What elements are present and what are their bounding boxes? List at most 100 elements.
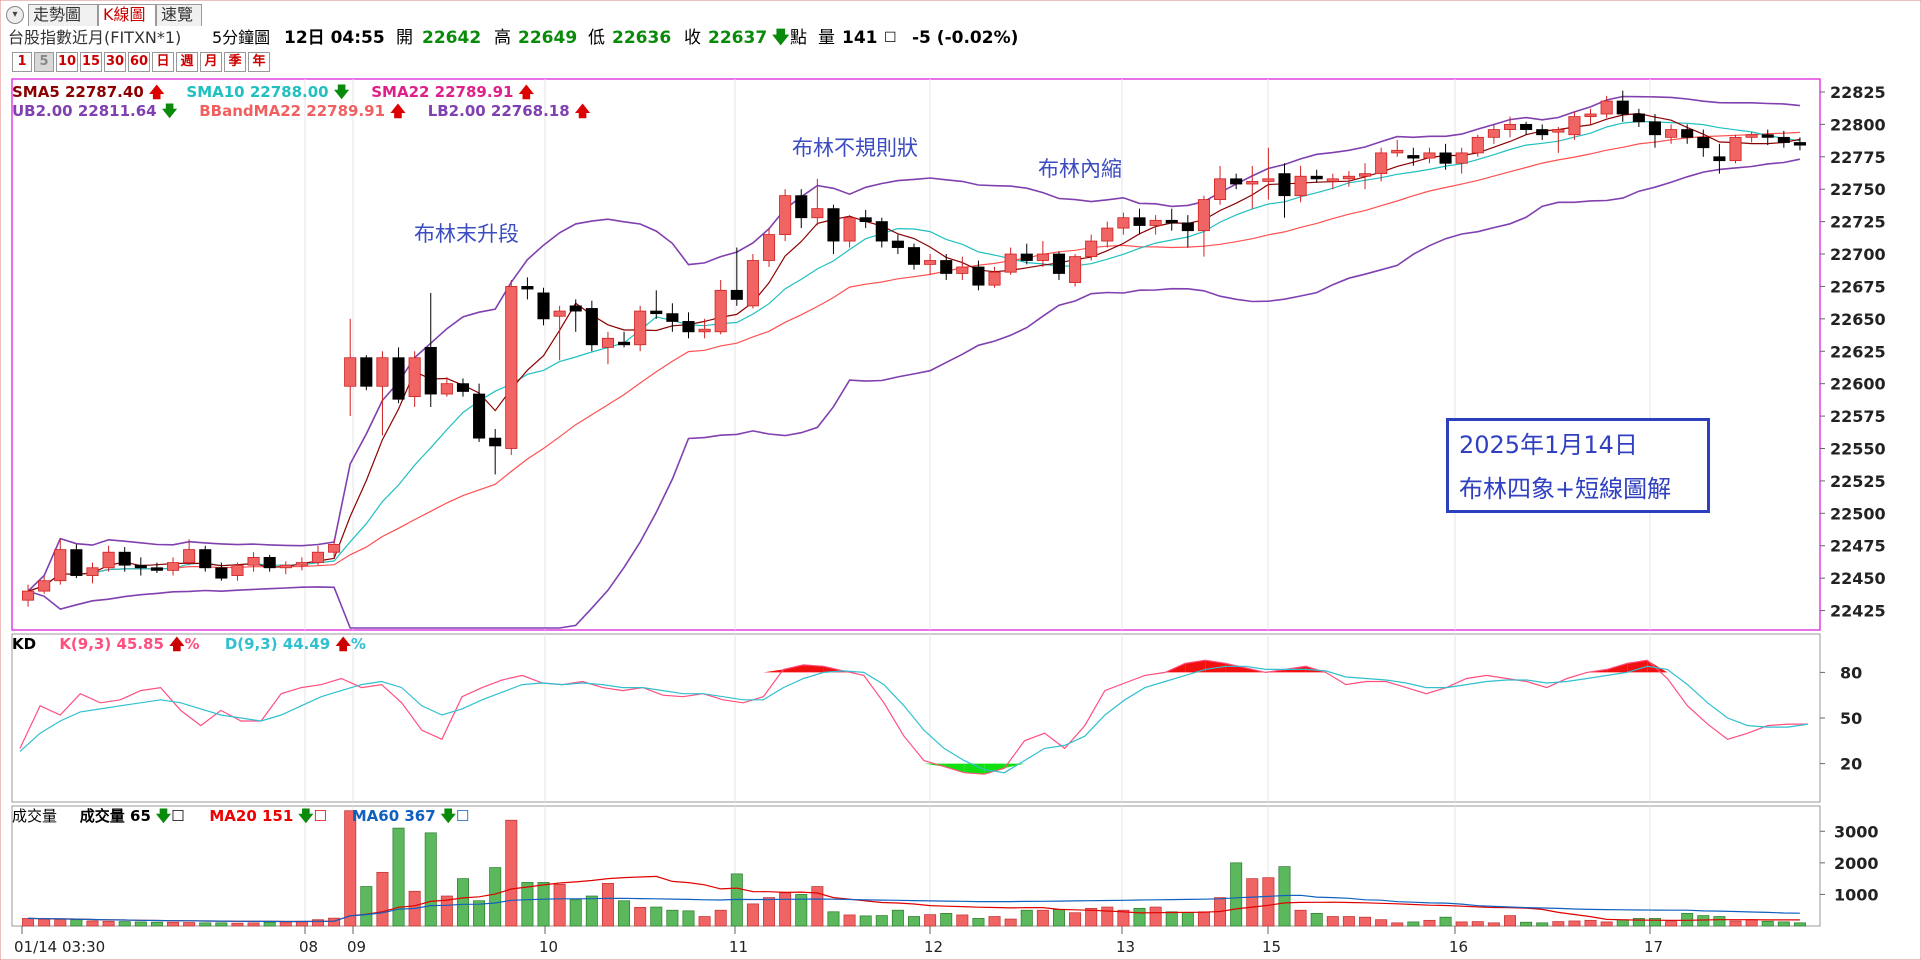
arrow-up-icon: 🡅 (390, 102, 406, 120)
interval-button[interactable]: 10 (56, 52, 78, 72)
kd-oversold-fill (944, 763, 965, 773)
interval-button[interactable]: 1 (12, 52, 32, 72)
candle-body (360, 357, 373, 387)
interval-button[interactable]: 5 (34, 52, 54, 72)
candle-body (1069, 256, 1082, 283)
dropdown-arrow-icon[interactable]: ▾ (6, 6, 24, 24)
note-date: 2025年1月14日 (1459, 431, 1638, 459)
interval-button[interactable]: 年 (248, 52, 270, 72)
candle-body (1552, 129, 1565, 133)
tab-trend[interactable]: 走勢圖 (28, 4, 98, 26)
bband-mid-line (27, 131, 1800, 592)
x-tick-label: 11 (729, 938, 748, 956)
candle-body (54, 549, 67, 582)
candle-body (634, 310, 647, 346)
candle-body (972, 266, 985, 286)
candle-body (1230, 178, 1243, 185)
price-tick-label: 22775 (1830, 148, 1886, 167)
tab-bar: ▾ 走勢圖 K線圖 速覽 (0, 0, 1921, 26)
volume-value: 141 (842, 28, 878, 48)
arrow-down-icon: 🡇 (772, 28, 790, 48)
candle-body (1455, 152, 1468, 164)
volume-bar (1729, 920, 1742, 927)
volume-bar (1665, 921, 1678, 927)
price-legend-item-2: SMA22 22789.91 🡅 (371, 83, 535, 101)
candle-body (102, 551, 115, 569)
candle-body (1503, 123, 1517, 130)
interval-button[interactable]: 週 (176, 52, 198, 72)
annotation-late-rise: 布林末升段 (414, 222, 519, 246)
volume-bar (714, 909, 727, 927)
interval-button[interactable]: 15 (80, 52, 102, 72)
candle-body (1713, 156, 1726, 162)
high-value: 22649 (518, 28, 578, 48)
candle-body (1616, 100, 1629, 115)
volume-bar (1439, 916, 1452, 927)
volume-bar (779, 892, 792, 927)
volume-bar (1181, 912, 1194, 927)
candle-body (489, 437, 502, 447)
kd-oversold-fill (964, 763, 985, 775)
interval-button[interactable]: 月 (200, 52, 222, 72)
interval-button[interactable]: 日 (152, 52, 174, 72)
interval-button[interactable]: 60 (128, 52, 150, 72)
x-tick-label: 16 (1449, 938, 1468, 956)
candle-body (795, 195, 808, 219)
volume-bar (650, 906, 663, 927)
volume-bar (505, 819, 518, 927)
points-label: 點 (790, 28, 807, 48)
price-legend-item-0: SMA5 22787.40 🡅 (12, 83, 165, 101)
price-tick-label: 22575 (1830, 407, 1886, 426)
interval-button[interactable]: 季 (224, 52, 246, 72)
volume-bar (698, 916, 711, 927)
volume-bar (231, 922, 244, 927)
candle-body (392, 357, 405, 400)
tab-quickview[interactable]: 速覽 (156, 4, 202, 26)
kd-overbought-fill (1607, 663, 1628, 673)
candle-body (344, 357, 357, 387)
volume-bar (956, 914, 969, 927)
volume-bar (972, 918, 985, 927)
volume-current: 成交量 65 (79, 807, 151, 825)
candle-body (1407, 155, 1420, 159)
volume-bar (908, 916, 920, 927)
price-tick-label: 22700 (1830, 245, 1886, 264)
volume-bar (1600, 921, 1613, 927)
kd-overbought-fill (783, 664, 804, 673)
candle-body (1777, 136, 1790, 143)
volume-bar (1101, 906, 1114, 927)
volume-bar (344, 810, 357, 927)
d-line (19, 665, 1809, 774)
symbol-name: 台股指數近月(FITXN*1) (8, 28, 182, 47)
volume-tick-label: 2000 (1834, 854, 1879, 873)
candle-body (1149, 219, 1162, 226)
high-label: 高 (494, 28, 511, 48)
candle-body (1262, 178, 1275, 182)
candle-body (1101, 227, 1114, 242)
candle-body (1793, 142, 1806, 146)
candle-body (1004, 253, 1017, 273)
candle-body (698, 328, 711, 333)
kd-overbought-fill (1647, 660, 1668, 673)
low-label: 低 (588, 28, 605, 48)
arrow-down-icon: 🡇 (161, 102, 178, 120)
volume-bar (521, 882, 534, 927)
volume-bar (585, 895, 598, 927)
candle-body (553, 310, 566, 317)
candle-body (1117, 217, 1130, 229)
x-tick-label: 13 (1116, 938, 1135, 956)
candle-body (1375, 152, 1388, 175)
sma10-line (27, 120, 1800, 592)
volume-bar (392, 827, 405, 927)
price-tick-label: 22525 (1830, 472, 1886, 491)
volume-bar (553, 883, 566, 927)
candle-body (1487, 129, 1500, 138)
interval-button[interactable]: 30 (104, 52, 126, 72)
candle-body (521, 286, 534, 290)
price-legend-item-0: UB2.00 22811.64 🡇 (12, 102, 178, 120)
candle-body (537, 292, 550, 320)
kd-overbought-fill (1185, 660, 1206, 673)
x-tick-label: 17 (1644, 938, 1663, 956)
volume-bar (86, 920, 99, 927)
tab-kline[interactable]: K線圖 (98, 4, 156, 26)
